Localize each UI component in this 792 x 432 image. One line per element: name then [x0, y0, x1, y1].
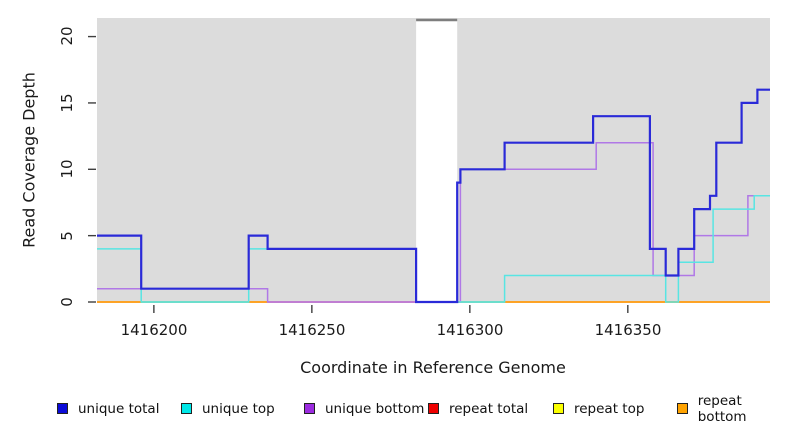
- series-line-unique-bottom: [97, 141, 770, 303]
- unique-total-swatch: [57, 403, 68, 414]
- series-line-unique-total: [97, 88, 770, 304]
- x-tick-label-1416300: 1416300: [436, 321, 504, 339]
- y-tick-label-10: 10: [58, 159, 76, 179]
- unique-bottom-swatch: [304, 403, 315, 414]
- legend-item-repeat-total: repeat total: [428, 400, 528, 417]
- legend-label-unique-bottom: unique bottom: [325, 400, 425, 417]
- legend-item-repeat-top: repeat top: [553, 400, 644, 417]
- legend-label-repeat-total: repeat total: [449, 400, 529, 417]
- repeat-top-swatch: [553, 403, 564, 414]
- y-tick-label-5: 5: [58, 231, 76, 241]
- legend-label-repeat-top: repeat top: [574, 400, 645, 417]
- repeat-bottom-swatch: [677, 403, 688, 414]
- legend-label-unique-total: unique total: [78, 400, 160, 417]
- y-axis-title: Read Coverage Depth: [19, 72, 39, 248]
- plot-canvas: [88, 18, 770, 313]
- legend-item-repeat-bottom: repeat bottom: [677, 393, 792, 425]
- legend-label-repeat-bottom: repeat bottom: [697, 392, 747, 425]
- masked-region: [416, 21, 458, 302]
- repeat-total-swatch: [428, 403, 439, 414]
- legend-item-unique-bottom: unique bottom: [304, 400, 424, 417]
- x-tick-label-1416200: 1416200: [120, 321, 188, 339]
- legend-label-unique-top: unique top: [202, 400, 275, 417]
- x-tick-label-1416350: 1416350: [594, 321, 662, 339]
- y-tick-label-20: 20: [58, 26, 76, 46]
- x-axis-title: Coordinate in Reference Genome: [300, 358, 566, 377]
- legend-item-unique-total: unique total: [57, 400, 159, 417]
- y-tick-label-15: 15: [58, 93, 76, 113]
- x-tick-label-1416250: 1416250: [278, 321, 346, 339]
- legend-item-unique-top: unique top: [181, 400, 275, 417]
- series-line-unique-top: [97, 195, 770, 303]
- unique-top-swatch: [181, 403, 192, 414]
- y-tick-label-0: 0: [58, 297, 76, 307]
